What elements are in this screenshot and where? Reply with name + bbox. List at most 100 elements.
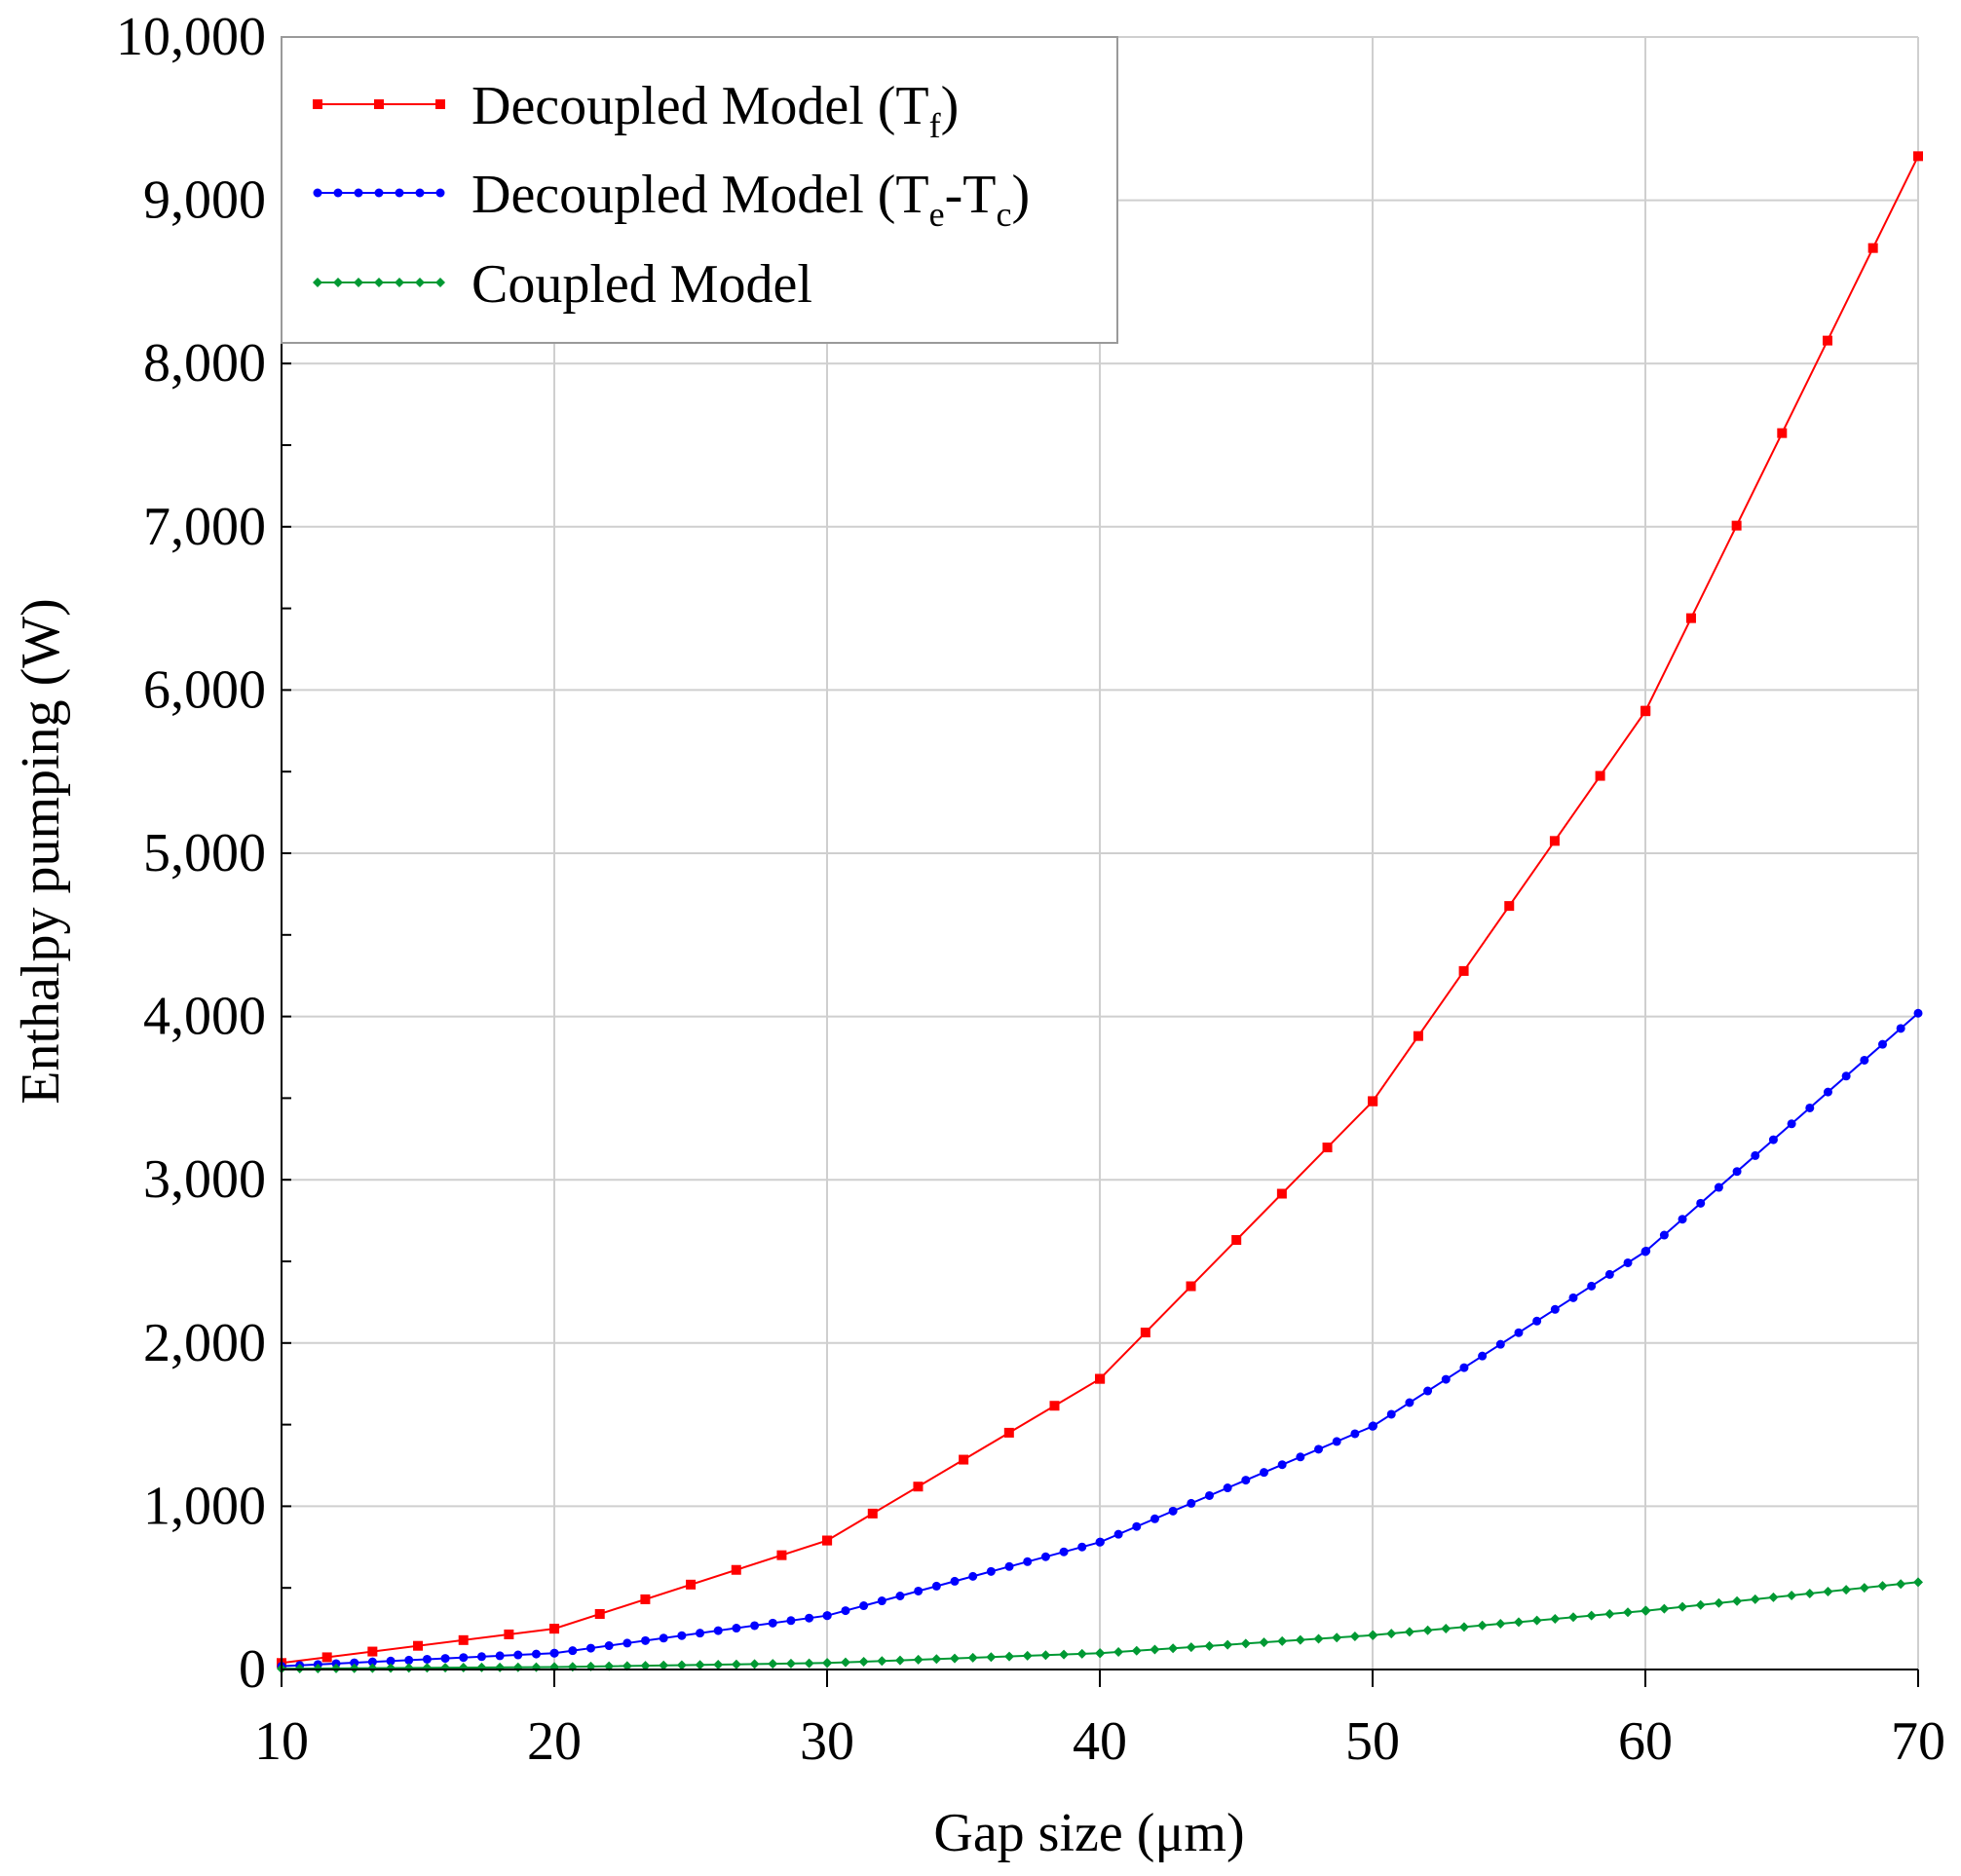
series-1 (277, 1008, 1923, 1671)
y-axis-label: Enthalpy pumping (W) (11, 598, 71, 1104)
curve-marker (1313, 1633, 1324, 1644)
curve-marker (913, 1654, 924, 1665)
curve-marker (1458, 1622, 1469, 1632)
curve-marker (1368, 1630, 1378, 1640)
curve-marker (986, 1652, 997, 1663)
curve-marker (1168, 1506, 1178, 1516)
curve-marker (1332, 1632, 1342, 1643)
curve-marker (1040, 1650, 1051, 1661)
curve-marker (713, 1659, 724, 1670)
curve-marker (1678, 1215, 1687, 1224)
curve-marker (950, 1653, 961, 1664)
curve-marker (677, 1631, 687, 1640)
curve-marker (786, 1616, 796, 1626)
legend-marker (313, 99, 322, 109)
curve-marker (805, 1613, 814, 1623)
curve-marker (1459, 1363, 1469, 1372)
curve-marker (458, 1663, 469, 1673)
curve-marker (331, 1663, 342, 1673)
curve-marker (1023, 1557, 1033, 1566)
curve-marker (1841, 1585, 1852, 1595)
curve-marker (1423, 1386, 1433, 1396)
curve-marker (804, 1658, 814, 1669)
curve-marker (1751, 1150, 1760, 1160)
curve-marker (913, 1482, 924, 1492)
series-0 (277, 151, 1923, 1669)
curve-marker (1413, 1031, 1423, 1041)
x-tick-label: 70 (1891, 1711, 1945, 1772)
curve-marker (1368, 1096, 1378, 1107)
curve-marker (1714, 1182, 1723, 1192)
curve-marker (1259, 1637, 1269, 1648)
curve-marker (1386, 1629, 1397, 1639)
legend-label-coupled: Coupled Model (471, 254, 812, 315)
curve-marker (1004, 1651, 1015, 1662)
curve-marker (1604, 1608, 1615, 1619)
curve-marker (1241, 1476, 1251, 1485)
curve-marker (1495, 1339, 1505, 1349)
curve-marker (950, 1576, 960, 1586)
curve-marker (1059, 1649, 1070, 1660)
y-tick-label: 2,000 (143, 1313, 266, 1373)
curve-marker (968, 1571, 978, 1581)
curve-marker (1714, 1597, 1724, 1608)
tick-labels: 10 20 30 40 50 60 70 0 1,000 2,000 3,000 4,000 5,000… (116, 7, 1945, 1772)
curve-marker (1022, 1650, 1033, 1661)
curve-marker (1768, 1592, 1779, 1602)
legend-marker (415, 188, 425, 198)
y-tick-label: 8,000 (143, 333, 266, 394)
curve-marker (1277, 1460, 1287, 1470)
curve-marker (822, 1535, 833, 1546)
curve-marker (1732, 1167, 1742, 1177)
curve-marker (1240, 1638, 1251, 1649)
curve-marker (1422, 1625, 1433, 1635)
curve-marker (785, 1658, 796, 1669)
curve-marker (659, 1660, 669, 1670)
curve-marker (1350, 1429, 1360, 1439)
legend-entry-decoupled-tf: Decoupled Model (Tf) (313, 76, 959, 145)
curve-marker (1132, 1521, 1142, 1531)
curve-marker (349, 1663, 359, 1673)
curve-marker (1678, 1601, 1688, 1612)
curve-marker (1623, 1607, 1634, 1618)
curve-marker (458, 1634, 469, 1645)
curve-marker (1659, 1230, 1669, 1240)
curve-marker (1204, 1640, 1215, 1651)
curve-marker (894, 1655, 905, 1666)
curve-marker (1349, 1631, 1360, 1641)
curve-marker (776, 1550, 787, 1560)
curve-marker (914, 1586, 924, 1595)
legend-marker (395, 188, 404, 198)
y-tick-label: 7,000 (143, 497, 266, 557)
x-tick-label: 60 (1618, 1711, 1673, 1772)
curve-marker (696, 1629, 705, 1638)
curve-marker (749, 1659, 760, 1670)
curve-marker (404, 1655, 414, 1665)
data-point (1913, 151, 1923, 162)
legend-marker (435, 188, 445, 198)
curve-marker (731, 1564, 741, 1575)
legend-marker (435, 99, 445, 109)
curve-marker (1640, 1605, 1651, 1616)
legend-markers-decoupled-tf (313, 99, 445, 109)
curve-marker (1223, 1483, 1232, 1493)
x-tick-label: 40 (1073, 1711, 1127, 1772)
curve-marker (1823, 1087, 1832, 1097)
curve-marker (1187, 1498, 1196, 1508)
y-tick-label: 9,000 (143, 170, 266, 231)
curve-marker (1587, 1281, 1597, 1291)
curve-marker (986, 1566, 996, 1576)
curve-marker (1204, 1490, 1214, 1500)
curve-marker (350, 1658, 359, 1668)
curve-marker (931, 1654, 942, 1665)
curve-marker (1095, 1537, 1105, 1547)
curve-marker (386, 1663, 396, 1673)
data-point (1913, 1008, 1923, 1018)
curve-marker (1049, 1401, 1060, 1411)
x-tick-label: 50 (1345, 1711, 1400, 1772)
x-tick-label: 20 (527, 1711, 582, 1772)
legend-marker (313, 188, 322, 198)
curve-marker (1186, 1642, 1196, 1653)
legend-marker (354, 188, 363, 198)
curve-marker (840, 1657, 850, 1668)
